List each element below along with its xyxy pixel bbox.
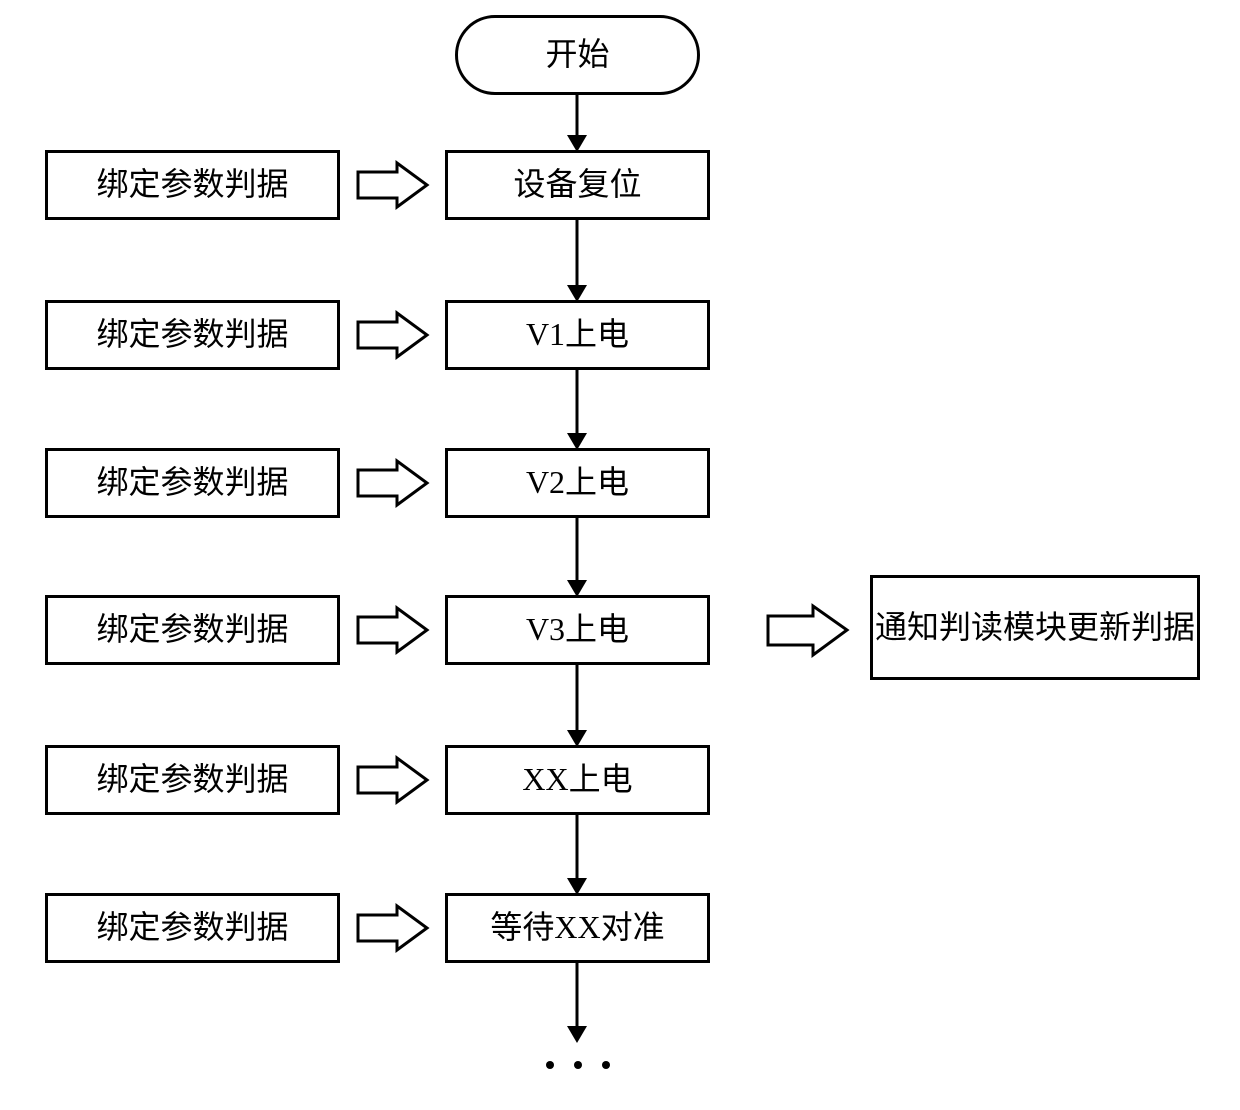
- ellipsis-dot: [546, 1061, 554, 1069]
- arrow-down-6: [563, 815, 591, 900]
- wait-label: 等待XX对准: [490, 907, 664, 949]
- start-node: 开始: [455, 15, 700, 95]
- bind3-label: 绑定参数判据: [96, 462, 288, 504]
- arrow-down-2: [563, 220, 591, 307]
- ellipsis-dot: [602, 1061, 610, 1069]
- arrow-down-1: [563, 95, 591, 157]
- xx-node: XX上电: [445, 745, 710, 815]
- arrow-down-3: [563, 370, 591, 455]
- block-arrow-3: [355, 458, 430, 513]
- block-arrow-5: [355, 755, 430, 810]
- v2-node: V2上电: [445, 448, 710, 518]
- bind5-node: 绑定参数判据: [45, 745, 340, 815]
- arrow-down-5: [563, 665, 591, 752]
- bind4-label: 绑定参数判据: [96, 609, 288, 651]
- start-label: 开始: [545, 34, 609, 76]
- v3-node: V3上电: [445, 595, 710, 665]
- block-arrow-2: [355, 310, 430, 365]
- bind3-node: 绑定参数判据: [45, 448, 340, 518]
- reset-node: 设备复位: [445, 150, 710, 220]
- arrow-down-4: [563, 518, 591, 602]
- v3-label: V3上电: [526, 609, 629, 651]
- arrow-down-7: [563, 963, 591, 1048]
- ellipsis-node: [445, 1045, 710, 1085]
- notify-node: 通知判读模块更新判据: [870, 575, 1200, 680]
- bind5-label: 绑定参数判据: [96, 759, 288, 801]
- v2-label: V2上电: [526, 462, 629, 504]
- bind2-label: 绑定参数判据: [96, 314, 288, 356]
- bind1-label: 绑定参数判据: [96, 164, 288, 206]
- bind1-node: 绑定参数判据: [45, 150, 340, 220]
- bind2-node: 绑定参数判据: [45, 300, 340, 370]
- bind6-node: 绑定参数判据: [45, 893, 340, 963]
- ellipsis-dot: [574, 1061, 582, 1069]
- bind6-label: 绑定参数判据: [96, 907, 288, 949]
- v1-node: V1上电: [445, 300, 710, 370]
- v1-label: V1上电: [526, 314, 629, 356]
- xx-label: XX上电: [522, 759, 632, 801]
- reset-label: 设备复位: [513, 164, 641, 206]
- block-arrow-6: [355, 903, 430, 958]
- block-arrow-4: [355, 605, 430, 660]
- bind4-node: 绑定参数判据: [45, 595, 340, 665]
- block-arrow-7: [765, 603, 850, 663]
- wait-node: 等待XX对准: [445, 893, 710, 963]
- notify-label: 通知判读模块更新判据: [875, 607, 1195, 649]
- block-arrow-1: [355, 160, 430, 215]
